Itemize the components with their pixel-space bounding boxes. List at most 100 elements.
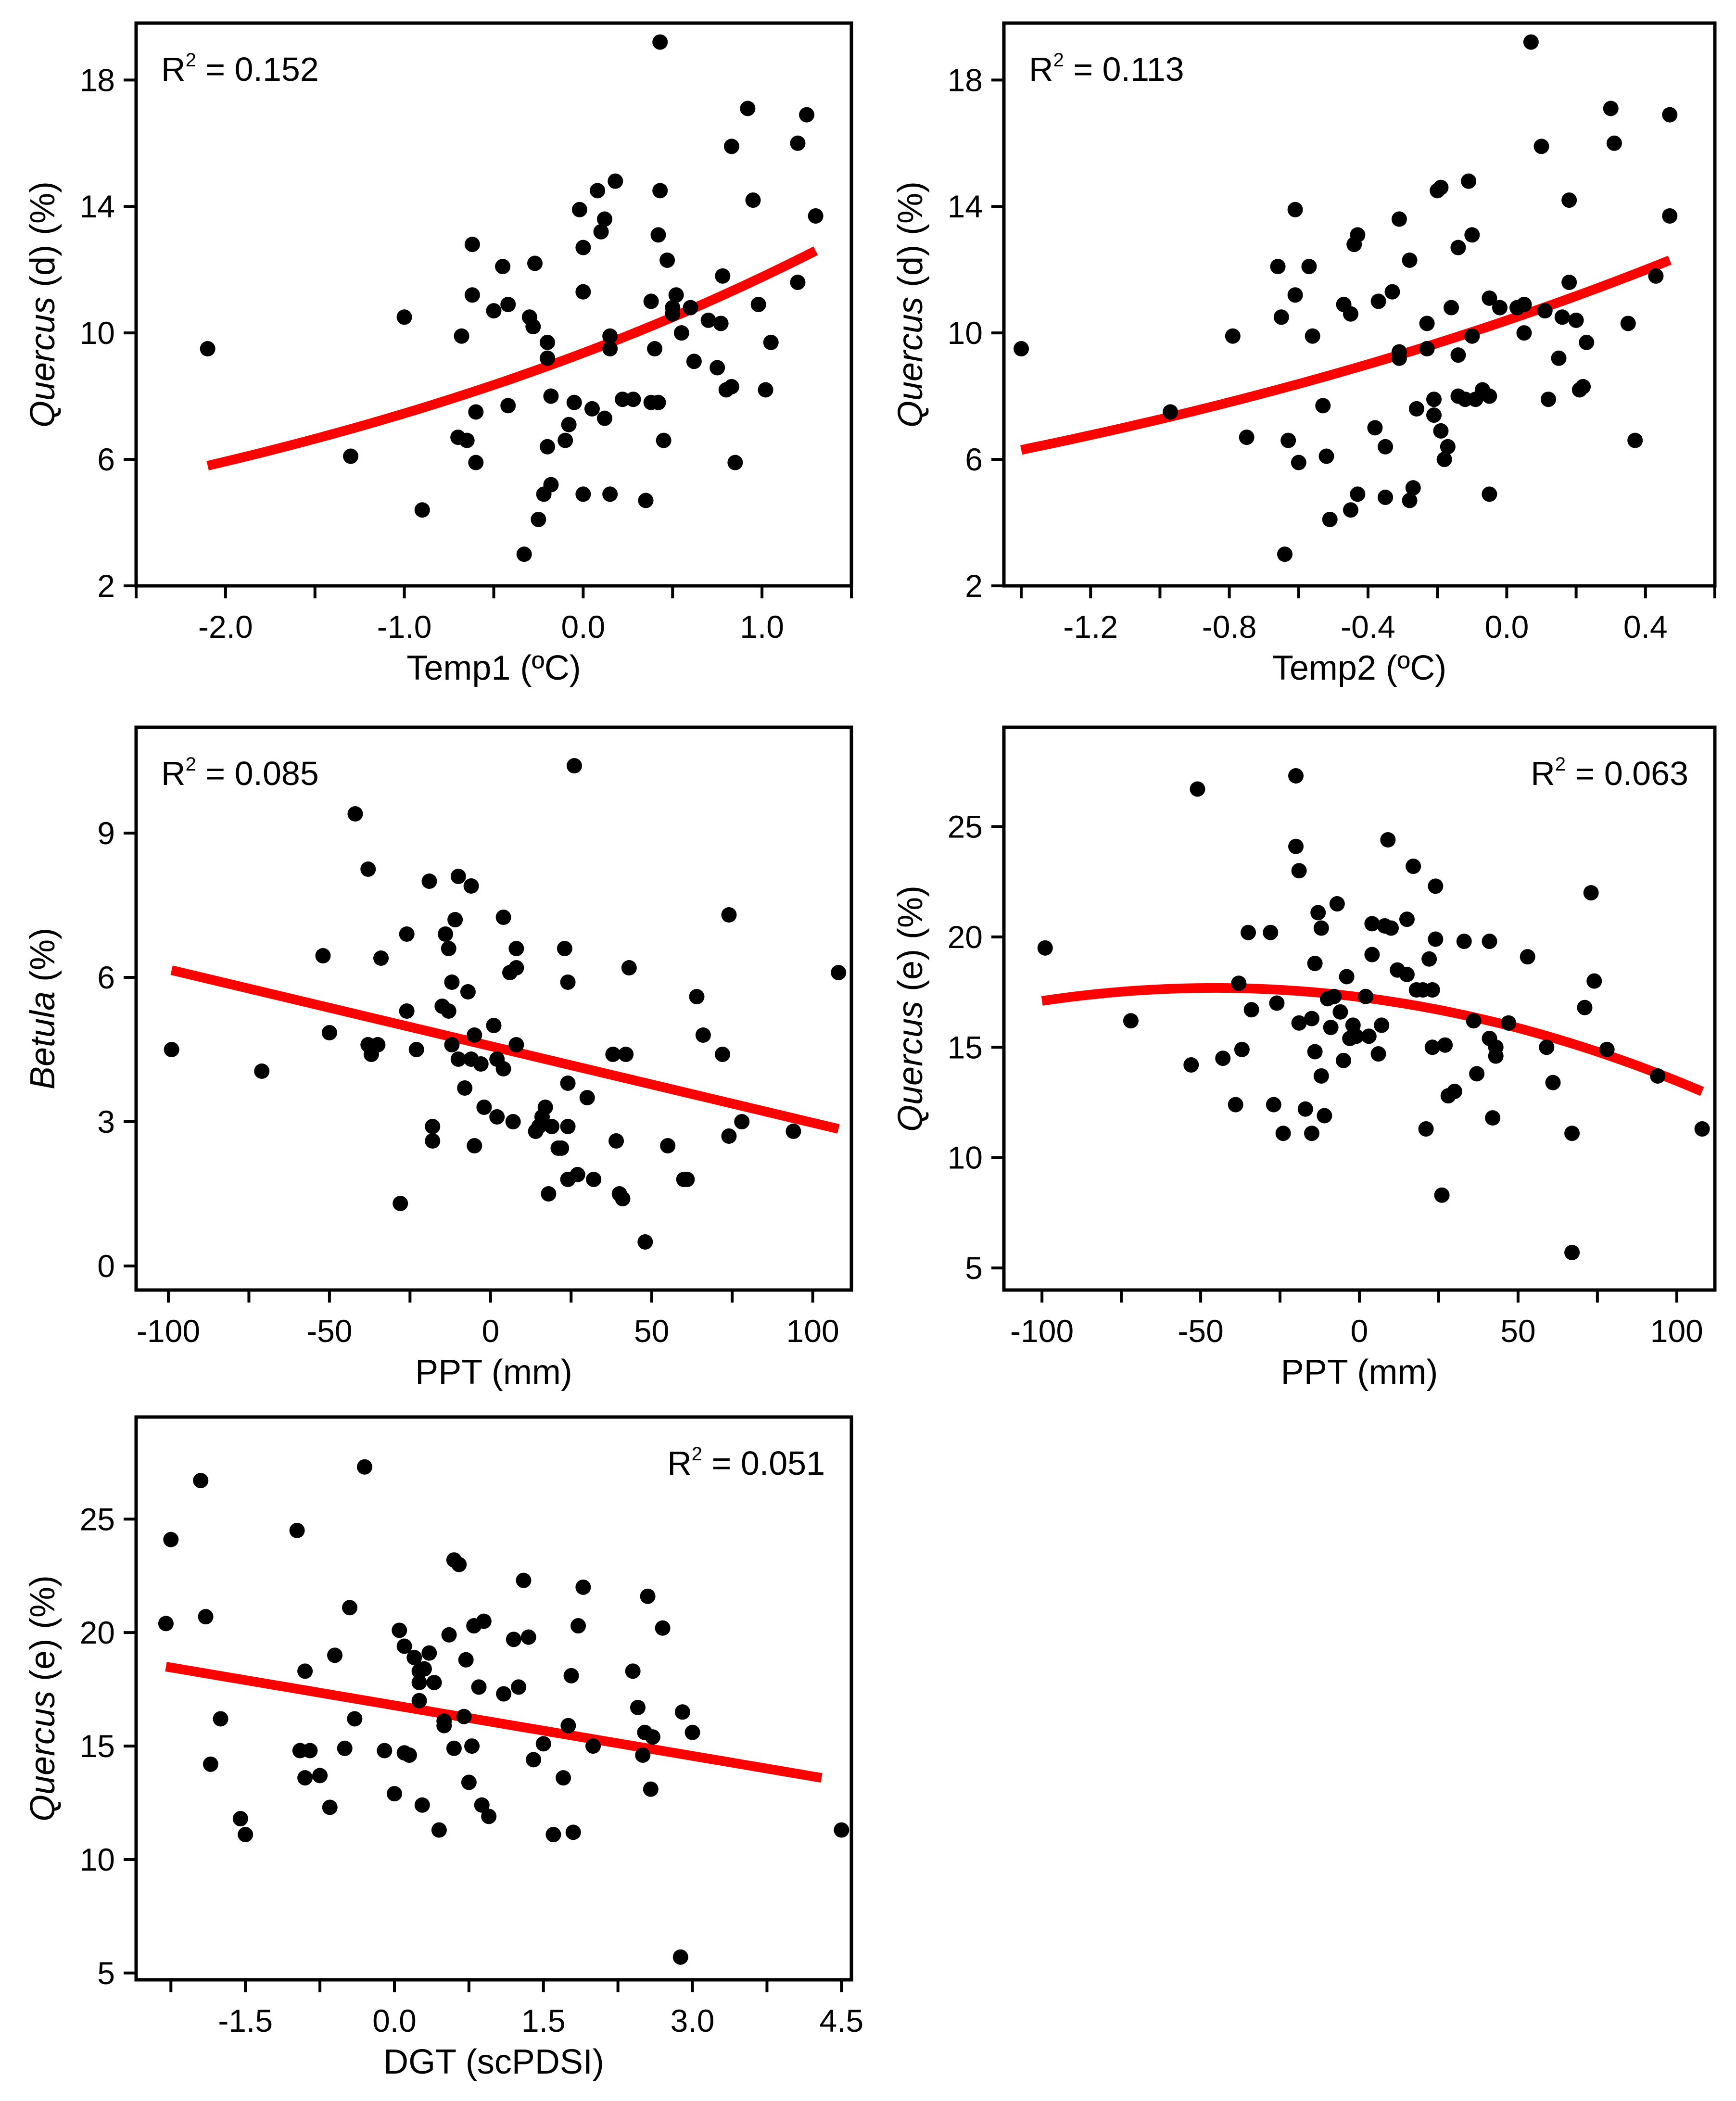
fit-line [165, 1662, 823, 1783]
data-point [421, 1645, 437, 1661]
data-point [1662, 107, 1678, 123]
data-point [360, 861, 376, 877]
data-point [721, 907, 737, 923]
data-point [1575, 379, 1591, 394]
r-squared-symbol: R [161, 755, 186, 792]
data-point [745, 192, 761, 208]
data-point [1399, 911, 1415, 927]
y-axis-label: Quercus (e) (%) [891, 886, 930, 1132]
data-point [727, 455, 743, 470]
data-point [370, 1037, 386, 1052]
data-point [431, 1822, 447, 1838]
data-point [393, 1196, 408, 1211]
data-point [1358, 988, 1374, 1004]
r-squared-value: = 0.085 [196, 755, 319, 792]
data-point [464, 1738, 480, 1754]
data-point [674, 1704, 690, 1720]
data-point [441, 1627, 457, 1643]
data-point [1350, 227, 1366, 243]
data-point [1537, 303, 1553, 319]
data-point [474, 1797, 490, 1813]
data-point [650, 227, 666, 243]
y-tick-label: 6 [965, 442, 983, 477]
data-point [451, 1557, 467, 1572]
data-point [425, 1119, 441, 1134]
data-point [1317, 1108, 1332, 1124]
y-axis-label: Quercus (d) (%) [891, 181, 930, 428]
data-point [377, 1743, 393, 1759]
r-squared-annotation: R2 = 0.051 [667, 1443, 825, 1482]
fit-line [206, 246, 818, 470]
y-tick-label: 5 [965, 1250, 983, 1286]
data-point [526, 1752, 542, 1768]
data-point [575, 284, 591, 300]
data-point [508, 941, 524, 956]
data-point [347, 806, 363, 822]
data-point [1383, 920, 1399, 936]
data-point [1402, 252, 1418, 268]
data-point [414, 502, 430, 518]
data-point [563, 1668, 579, 1683]
data-point [1269, 995, 1285, 1011]
data-point [608, 173, 623, 189]
data-point [1419, 341, 1435, 357]
data-point [1190, 781, 1205, 797]
data-point [1402, 493, 1418, 508]
data-point [1288, 838, 1304, 854]
data-point [468, 455, 484, 470]
data-point [673, 325, 689, 341]
data-point [1291, 455, 1306, 470]
x-tick-label: -2.0 [198, 609, 253, 645]
data-point [1450, 240, 1466, 255]
data-point [1426, 392, 1442, 407]
data-point [570, 1167, 585, 1182]
data-point [570, 1618, 586, 1634]
y-axis-label-unit: (e) (%) [24, 1575, 62, 1691]
data-point [1287, 287, 1303, 303]
data-point [1301, 259, 1317, 275]
data-point [164, 1042, 179, 1057]
x-tick-label: -50 [1178, 1313, 1223, 1349]
data-point [590, 183, 606, 199]
data-point [593, 224, 609, 240]
data-point [543, 477, 559, 493]
data-point [1446, 1084, 1462, 1100]
data-point [560, 1076, 576, 1091]
data-point [481, 1809, 497, 1824]
data-point [1408, 401, 1424, 417]
data-point [723, 139, 739, 154]
data-point [289, 1522, 305, 1538]
data-point [540, 350, 556, 366]
r-squared-superscript: 2 [186, 50, 196, 71]
data-point [531, 511, 546, 527]
panel-ppt-quercus: -100 -50 0 50 100 5 10 15 20 25 PPT (mm) Quercus (e… [891, 725, 1717, 1392]
data-point [1313, 1068, 1329, 1084]
data-point [1275, 1126, 1291, 1141]
data-point [1391, 211, 1407, 227]
data-point [1310, 905, 1326, 921]
x-tick-label: -50 [306, 1313, 352, 1349]
data-point [541, 1186, 557, 1202]
data-point [665, 306, 681, 322]
data-point [1266, 1097, 1281, 1113]
data-point [1183, 1057, 1199, 1073]
data-point [511, 1679, 527, 1695]
data-point [715, 1047, 731, 1062]
data-point [399, 1003, 415, 1019]
data-point [602, 341, 618, 357]
data-point [1577, 1000, 1593, 1015]
data-point [1424, 982, 1440, 998]
y-tick-label: 14 [80, 189, 115, 224]
data-point [695, 1027, 711, 1043]
x-tick-label: 0 [1351, 1313, 1369, 1349]
y-tick-label: 5 [97, 1955, 115, 1991]
data-point [689, 989, 705, 1004]
data-point [1336, 1052, 1352, 1068]
y-tick-label: 3 [97, 1104, 115, 1139]
data-point [643, 293, 659, 309]
data-point [566, 758, 582, 773]
data-point [640, 1588, 656, 1604]
data-point [516, 546, 532, 562]
x-tick-label: 100 [786, 1313, 839, 1349]
data-point [1568, 312, 1584, 328]
